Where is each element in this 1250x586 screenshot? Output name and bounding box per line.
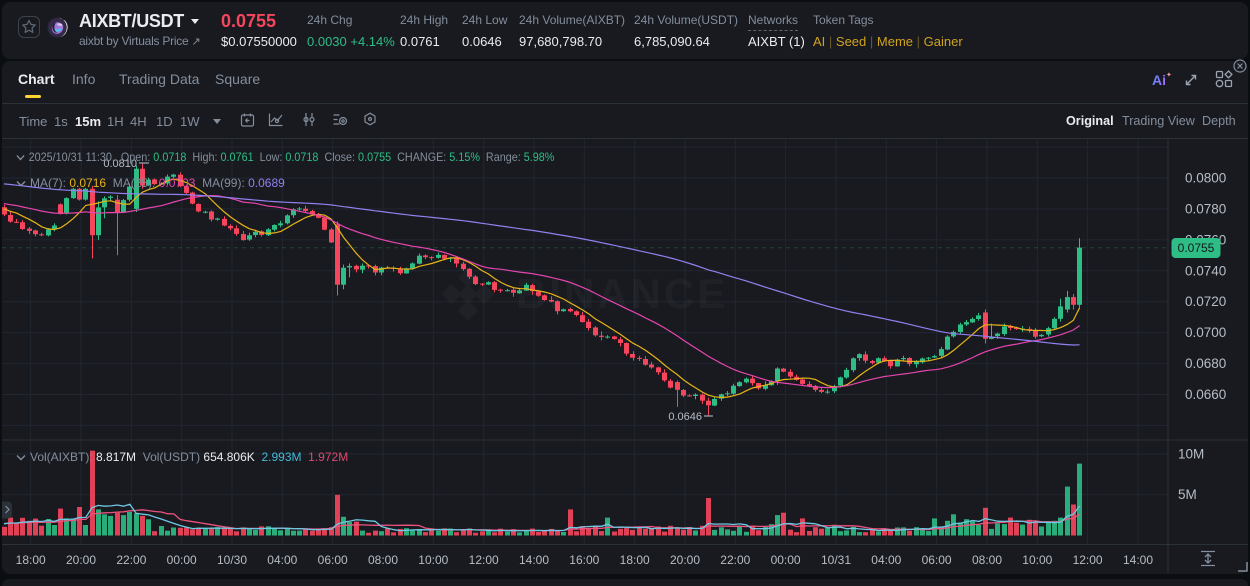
svg-text:06:00: 06:00 xyxy=(318,553,348,567)
svg-text:10:00: 10:00 xyxy=(1022,553,1052,567)
svg-text:18:00: 18:00 xyxy=(620,553,650,567)
svg-text:08:00: 08:00 xyxy=(368,553,398,567)
svg-text:22:00: 22:00 xyxy=(720,553,750,567)
svg-text:08:00: 08:00 xyxy=(972,553,1002,567)
svg-text:12:00: 12:00 xyxy=(469,553,499,567)
svg-text:04:00: 04:00 xyxy=(267,553,297,567)
svg-text:20:00: 20:00 xyxy=(66,553,96,567)
svg-text:16:00: 16:00 xyxy=(569,553,599,567)
svg-text:0.0700: 0.0700 xyxy=(1185,325,1226,340)
svg-text:0.0646: 0.0646 xyxy=(668,411,702,423)
svg-text:0.0660: 0.0660 xyxy=(1185,387,1226,402)
svg-text:14:00: 14:00 xyxy=(519,553,549,567)
svg-text:10/30: 10/30 xyxy=(217,553,247,567)
svg-text:10M: 10M xyxy=(1178,447,1204,462)
svg-text:0.0680: 0.0680 xyxy=(1185,356,1226,371)
svg-text:20:00: 20:00 xyxy=(670,553,700,567)
svg-text:04:00: 04:00 xyxy=(871,553,901,567)
svg-text:5M: 5M xyxy=(1178,487,1197,502)
svg-text:22:00: 22:00 xyxy=(116,553,146,567)
svg-text:06:00: 06:00 xyxy=(922,553,952,567)
svg-text:18:00: 18:00 xyxy=(16,553,46,567)
svg-text:00:00: 00:00 xyxy=(167,553,197,567)
svg-text:0.0810: 0.0810 xyxy=(103,158,137,170)
svg-text:00:00: 00:00 xyxy=(771,553,801,567)
svg-text:10/31: 10/31 xyxy=(821,553,851,567)
svg-text:0.0800: 0.0800 xyxy=(1185,171,1226,186)
svg-text:0.0740: 0.0740 xyxy=(1185,263,1226,278)
svg-text:0.0780: 0.0780 xyxy=(1185,201,1226,216)
svg-text:14:00: 14:00 xyxy=(1123,553,1153,567)
svg-text:0.0720: 0.0720 xyxy=(1185,294,1226,309)
svg-text:10:00: 10:00 xyxy=(418,553,448,567)
svg-text:12:00: 12:00 xyxy=(1073,553,1103,567)
svg-text:0.0755: 0.0755 xyxy=(1178,241,1215,255)
